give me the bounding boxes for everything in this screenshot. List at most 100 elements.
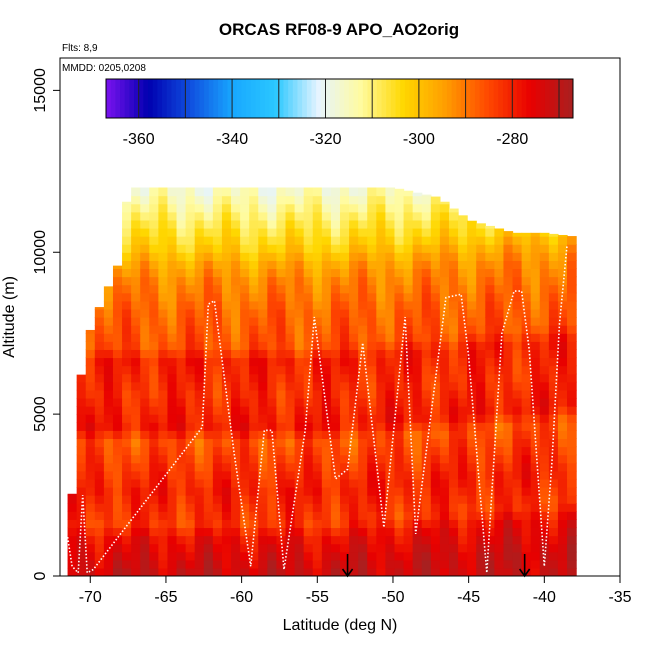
heatmap-cell [503,268,514,278]
heatmap-cell [312,397,323,407]
heatmap-cell [240,236,250,245]
colorbar-swatch [288,79,294,118]
heatmap-cell [467,333,477,342]
heatmap-cell [439,454,450,464]
heatmap-cell [330,495,341,504]
heatmap-cell [367,187,377,197]
heatmap-cell [521,535,532,545]
heatmap-cell [294,227,305,237]
heatmap-cell [376,567,387,576]
colorbar-swatch [348,79,355,118]
heatmap-cell [249,495,259,504]
heatmap-cell [203,325,214,334]
heatmap-cell [131,349,141,359]
heatmap-cell [76,527,87,537]
heatmap-cell [394,519,405,529]
colorbar-swatch [381,79,387,118]
heatmap-cell [203,211,214,221]
heatmap-cell [539,232,550,237]
heatmap-cell [539,454,550,464]
heatmap-cell [367,260,377,270]
x-tick-label: -50 [381,589,404,606]
heatmap-cell [149,252,159,261]
heatmap-cell [194,252,205,261]
heatmap-cell [249,244,259,253]
chart-title: ORCAS RF08-9 APO_AO2orig [219,20,459,39]
heatmap-cell [476,495,486,504]
heatmap-cell [467,268,477,278]
heatmap-cell [476,260,486,270]
heatmap-cell [467,511,477,520]
heatmap-cell [158,284,169,294]
heatmap-cell [367,292,377,302]
heatmap-cell [312,357,323,367]
heatmap-cell [376,446,387,456]
heatmap-cell [476,244,486,253]
heatmap-cell [521,276,532,286]
heatmap-cell [112,519,123,529]
heatmap-cell [367,470,377,480]
heatmap-cell [548,244,559,253]
heatmap-cell [321,252,332,261]
heatmap-cell [376,284,387,294]
heatmap-cell [112,535,123,545]
heatmap-cell [394,308,405,318]
heatmap-cell [494,478,505,488]
heatmap-cell [448,567,459,576]
heatmap-cell [403,317,414,326]
heatmap-cell [176,503,187,512]
heatmap-cell [367,300,377,310]
heatmap-cell [358,373,368,383]
heatmap-cell [258,236,268,245]
heatmap-cell [557,406,568,415]
colorbar-swatch [344,79,350,118]
heatmap-cell [149,438,159,448]
heatmap-cell [376,325,387,334]
heatmap-cell [176,519,187,529]
heatmap-cell [476,543,486,553]
heatmap-cell [394,438,405,448]
heatmap-cell [430,430,441,440]
heatmap-cell [330,406,341,415]
heatmap-cell [521,527,532,537]
heatmap-cell [312,365,323,375]
heatmap-cell [421,438,432,448]
colorbar-tick-label: -360 [123,131,155,148]
heatmap-cell [376,227,387,237]
heatmap-cell [439,325,450,334]
heatmap-cell [321,551,332,561]
heatmap-cell [539,260,550,270]
heatmap-cell [303,422,314,431]
heatmap-cell [476,292,486,302]
heatmap-cell [557,503,568,512]
heatmap-cell [321,268,332,278]
heatmap-cell [548,389,559,399]
heatmap-cell [112,462,123,472]
heatmap-cell [176,551,187,561]
heatmap-cell [412,438,423,448]
heatmap-cell [303,211,314,221]
heatmap-cell [285,317,296,326]
heatmap-cell [185,195,196,205]
heatmap-cell [521,317,532,326]
heatmap-cell [376,478,387,488]
heatmap-cell [349,454,359,464]
heatmap-cell [131,276,141,286]
heatmap-cell [240,478,250,488]
heatmap-cell [439,543,450,553]
heatmap-cell [503,292,514,302]
heatmap-cell [240,511,250,520]
heatmap-cell [394,422,405,431]
heatmap-cell [231,365,241,375]
heatmap-cell [521,422,532,431]
heatmap-cell [285,422,296,431]
heatmap-cell [330,211,341,221]
heatmap-cell [439,276,450,286]
heatmap-cell [212,268,223,278]
heatmap-cell [240,454,250,464]
heatmap-cell [448,503,459,512]
heatmap-cell [140,260,150,270]
heatmap-cell [312,284,323,294]
heatmap-cell [240,430,250,440]
heatmap-cell [385,446,396,456]
